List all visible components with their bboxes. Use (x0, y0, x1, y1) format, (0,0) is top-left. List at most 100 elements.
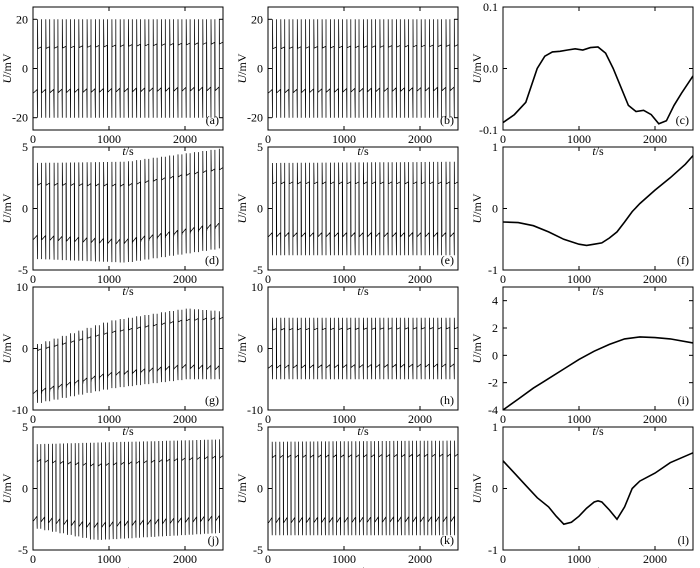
plot-frame-i (502, 286, 694, 411)
x-tick-label-i: 2000 (643, 412, 667, 426)
x-axis-label-f: t/s (592, 284, 604, 298)
x-tick-label-j: 1000 (97, 552, 121, 566)
panel-i: 0 1000 2000 -4 -2 0 2 4 t/s U/mV (i) (470, 286, 694, 438)
panel-label-d: (d) (205, 253, 219, 267)
y-tick-label-h: -10 (247, 403, 263, 417)
x-axis-label-d: t/s (122, 284, 134, 298)
series-line-a (33, 19, 223, 118)
x-tick-label-c: 2000 (643, 132, 667, 146)
panel-label-e: (e) (441, 253, 454, 267)
y-tick-label-i: 4 (492, 294, 498, 308)
series-line-c (503, 46, 693, 125)
panel-label-b: (b) (440, 113, 454, 127)
x-axis-label-j: t/s (122, 564, 134, 568)
plot-frame-c (502, 6, 694, 131)
x-tick-label-b: 1000 (332, 132, 356, 146)
x-tick-label-i: 1000 (567, 412, 591, 426)
series-line-f (503, 155, 693, 247)
series-line-e (268, 161, 458, 256)
panel-label-g: (g) (205, 393, 219, 407)
x-axis-label-i: t/s (592, 424, 604, 438)
y-tick-label-b: -20 (247, 111, 263, 125)
panel-label-h: (h) (440, 393, 454, 407)
y-tick-label-g: -10 (12, 403, 28, 417)
y-tick-label-a: 0 (22, 62, 28, 76)
y-axis-label-i: U/mV (470, 333, 484, 363)
x-axis-label-g: t/s (122, 424, 134, 438)
x-tick-label-d: 0 (30, 272, 36, 286)
panel-label-j: (j) (208, 533, 219, 547)
x-axis-label-a: t/s (122, 144, 134, 158)
x-tick-label-f: 1000 (567, 272, 591, 286)
y-axis-label-j: U/mV (0, 473, 14, 503)
panel-label-f: (f) (677, 253, 689, 267)
y-axis-label-f: U/mV (470, 193, 484, 223)
x-tick-label-h: 2000 (408, 412, 432, 426)
panel-label-i: (i) (678, 393, 689, 407)
y-tick-label-e: 0 (257, 202, 263, 216)
y-tick-label-j: 5 (22, 420, 28, 434)
y-tick-label-i: -4 (488, 403, 498, 417)
x-tick-label-a: 2000 (173, 132, 197, 146)
y-tick-label-b: 20 (251, 12, 263, 26)
x-tick-label-e: 2000 (408, 272, 432, 286)
series-line-j (33, 439, 223, 540)
y-tick-label-d: -5 (18, 263, 28, 277)
series-line-i (503, 336, 693, 410)
plot-frame-l (502, 426, 694, 551)
x-axis-label-c: t/s (592, 144, 604, 158)
y-axis-label-d: U/mV (0, 193, 14, 223)
y-tick-label-k: -5 (253, 543, 263, 557)
x-tick-label-l: 2000 (643, 552, 667, 566)
x-tick-label-d: 1000 (97, 272, 121, 286)
x-axis-label-k: t/s (357, 564, 369, 568)
y-axis-label-a: U/mV (0, 53, 14, 83)
y-tick-label-c: 0.1 (483, 0, 498, 14)
x-tick-label-e: 0 (265, 272, 271, 286)
x-tick-label-g: 0 (30, 412, 36, 426)
y-tick-label-c: 0.0 (483, 62, 498, 76)
y-tick-label-e: -5 (253, 263, 263, 277)
y-tick-label-i: 2 (492, 321, 498, 335)
y-tick-label-f: 1 (492, 140, 498, 154)
x-tick-label-c: 0 (500, 132, 506, 146)
plot-frame-f (502, 146, 694, 271)
panel-label-l: (l) (678, 533, 689, 547)
y-tick-label-d: 0 (22, 202, 28, 216)
x-tick-label-f: 0 (500, 272, 506, 286)
series-line-l (503, 452, 693, 526)
y-axis-label-k: U/mV (235, 473, 249, 503)
y-tick-label-a: -20 (12, 111, 28, 125)
x-tick-label-j: 0 (30, 552, 36, 566)
x-tick-label-k: 0 (265, 552, 271, 566)
y-tick-label-g: 0 (22, 342, 28, 356)
x-tick-label-b: 0 (265, 132, 271, 146)
y-tick-label-a: 20 (16, 12, 28, 26)
y-tick-label-i: -2 (488, 376, 498, 390)
x-tick-label-i: 0 (500, 412, 506, 426)
x-tick-label-k: 2000 (408, 552, 432, 566)
x-tick-label-c: 1000 (567, 132, 591, 146)
y-axis-label-b: U/mV (235, 53, 249, 83)
x-tick-label-a: 0 (30, 132, 36, 146)
x-tick-label-g: 1000 (97, 412, 121, 426)
x-axis-label-h: t/s (357, 424, 369, 438)
y-tick-label-c: -0.1 (479, 123, 498, 137)
panel-c: 0 1000 2000 -0.1 0.0 0.1 t/s U/mV (c) (470, 0, 694, 158)
panel-label-a: (a) (206, 113, 219, 127)
x-tick-label-k: 1000 (332, 552, 356, 566)
x-axis-label-l: t/s (592, 564, 604, 568)
y-tick-label-j: -5 (18, 543, 28, 557)
series-line-g (33, 308, 223, 403)
y-tick-label-e: 5 (257, 140, 263, 154)
